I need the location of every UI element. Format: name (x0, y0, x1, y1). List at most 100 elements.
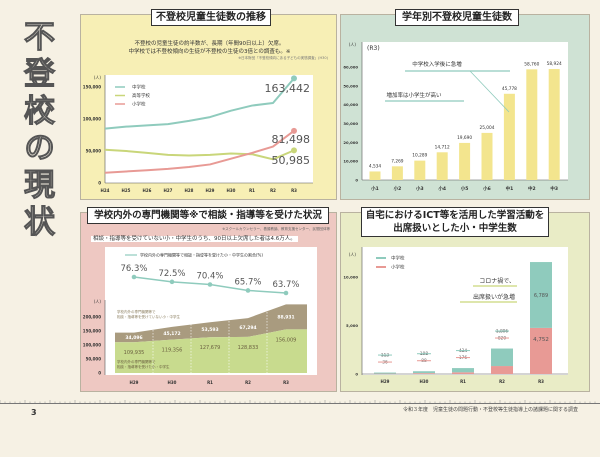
x-tick-label: H29 (381, 379, 390, 384)
y-tick-label: 5,000 (346, 323, 358, 328)
x-tick-label: H29 (206, 188, 215, 193)
bar-junior-high (452, 368, 474, 373)
y-tick-label: 150,000 (83, 85, 101, 90)
x-tick-label: 中2 (528, 185, 536, 192)
endpoint-marker (291, 127, 297, 134)
x-tick-label: 中3 (550, 185, 558, 192)
y-tick-label: 10,000 (343, 159, 358, 164)
area-label-consulted: 学校内外の専門機関等で (117, 359, 156, 364)
y-tick-label: 0 (355, 372, 358, 377)
panel-title: 学年別不登校児童生徒数 (395, 9, 519, 26)
bar (391, 166, 403, 180)
bottom-ruler (0, 403, 600, 404)
bar-value-label: 58,760 (524, 61, 539, 67)
chart-subtitle: (R3) (367, 45, 380, 52)
x-tick-label: 小3 (416, 185, 424, 192)
bar (526, 69, 538, 180)
y-axis-unit: (人) (94, 299, 102, 304)
x-tick-label: R3 (291, 188, 297, 193)
x-tick-label: H27 (164, 188, 173, 193)
consulted-value-label: 127,679 (200, 345, 221, 351)
bar-value-label: 58,924 (547, 61, 562, 67)
bar-value-label: 10,289 (412, 153, 427, 159)
annotation-pointer (469, 70, 510, 113)
bar-value-label: 14,712 (435, 144, 450, 150)
panel-title: 不登校児童生徒数の推移 (151, 9, 271, 26)
x-tick-label: 小6 (483, 185, 491, 192)
bar (436, 152, 448, 180)
footnote: ※スクールカウンセラー、養護教諭、教育支援センター、民間団体等 (222, 227, 330, 231)
not-consulted-value-label: 45,172 (163, 331, 180, 337)
x-tick-label: R1 (207, 380, 213, 385)
x-tick-label: H30 (227, 188, 236, 193)
x-tick-label: H25 (122, 188, 131, 193)
legend-label: 高等学校 (132, 92, 150, 99)
bar (548, 69, 560, 180)
x-tick-label: H30 (420, 379, 429, 384)
bar (481, 132, 493, 180)
bar (459, 142, 471, 180)
legend-label: 中学校 (391, 255, 405, 262)
y-tick-label: 100,000 (83, 343, 101, 348)
bar (414, 160, 426, 180)
not-consulted-value-label: 53,593 (201, 327, 218, 333)
area-not-consulted (115, 304, 307, 343)
x-tick-label: R3 (283, 380, 289, 385)
source-note: ※日本財団「不登校傾向にある子どもの実態調査」(H30) (238, 56, 328, 60)
x-tick-label: R1 (460, 379, 466, 384)
highlight-text: 相談・指導等を受けていない小・中学生のうち、90日以上欠席した者は4.6万人。 (91, 234, 298, 242)
y-tick-label: 0 (355, 178, 358, 183)
y-axis-unit: (人) (349, 42, 357, 47)
x-tick-label: H26 (143, 188, 152, 193)
highlight-text-content: 相談・指導等を受けていない小・中学生のうち、90日以上欠席した者は4.6万人。 (91, 236, 298, 242)
bar-value-label: 45,778 (502, 86, 517, 92)
bar-junior-high (374, 372, 396, 374)
bar-elementary (452, 372, 474, 374)
ratio-point (283, 290, 289, 296)
annotation-covid: 出席扱いが急増 (473, 293, 515, 301)
area-label-not-consulted: 相談・指導等を受けていない小・中学生 (117, 314, 180, 319)
ratio-label: 72.5% (158, 269, 185, 279)
bar-junior-high (413, 371, 435, 374)
bar-elementary (530, 327, 552, 374)
panel-title: 自宅におけるICT等を活用した学習活動を 出席扱いとした小・中学生数 (361, 207, 549, 237)
x-tick-label: R3 (538, 379, 544, 384)
bar (503, 93, 515, 180)
y-tick-label: 50,000 (343, 83, 358, 88)
data-source: 令和３年度 児童生徒の問題行動・不登校等生徒指導上の諸課題に関する調査 (402, 407, 578, 413)
bar-value-label: 7,269 (391, 158, 404, 164)
not-consulted-value-label: 88,931 (277, 314, 294, 320)
series-line-1 (104, 148, 295, 161)
ratio-point (131, 274, 137, 280)
y-axis-unit: (人) (94, 75, 102, 80)
y-tick-label: 60,000 (343, 65, 358, 70)
annotation-covid: コロナ禍で、 (479, 277, 515, 285)
y-tick-label: 10,000 (343, 275, 358, 280)
consulted-value-label: 119,356 (162, 348, 183, 354)
legend-label: 小学校 (391, 264, 405, 271)
x-tick-label: R2 (270, 188, 276, 193)
y-tick-label: 20,000 (343, 140, 358, 145)
y-tick-label: 0 (98, 181, 101, 186)
series-line-0 (104, 77, 295, 130)
ratio-label: 63.7% (272, 280, 299, 290)
x-tick-label: 中1 (506, 185, 514, 192)
legend-label: 中学校 (132, 84, 146, 91)
area-label-consulted: 相談・指導等を受けた小・中学生 (117, 364, 170, 369)
elementary-value-label: 4,752 (533, 337, 549, 343)
bar-value-label: 4,534 (369, 163, 382, 169)
endpoint-marker (291, 147, 297, 154)
bar-value-label: 25,004 (479, 125, 494, 131)
bar-elementary (413, 373, 435, 374)
x-tick-label: 小4 (438, 185, 446, 192)
x-tick-label: H24 (101, 188, 110, 193)
y-tick-label: 30,000 (343, 121, 358, 126)
y-tick-label: 40,000 (343, 102, 358, 107)
ratio-label: 65.7% (234, 277, 261, 287)
x-tick-label: 小1 (371, 185, 379, 192)
x-tick-label: R1 (249, 188, 255, 193)
bar (369, 171, 381, 180)
bar-junior-high (491, 348, 513, 367)
ratio-point (245, 288, 251, 293)
